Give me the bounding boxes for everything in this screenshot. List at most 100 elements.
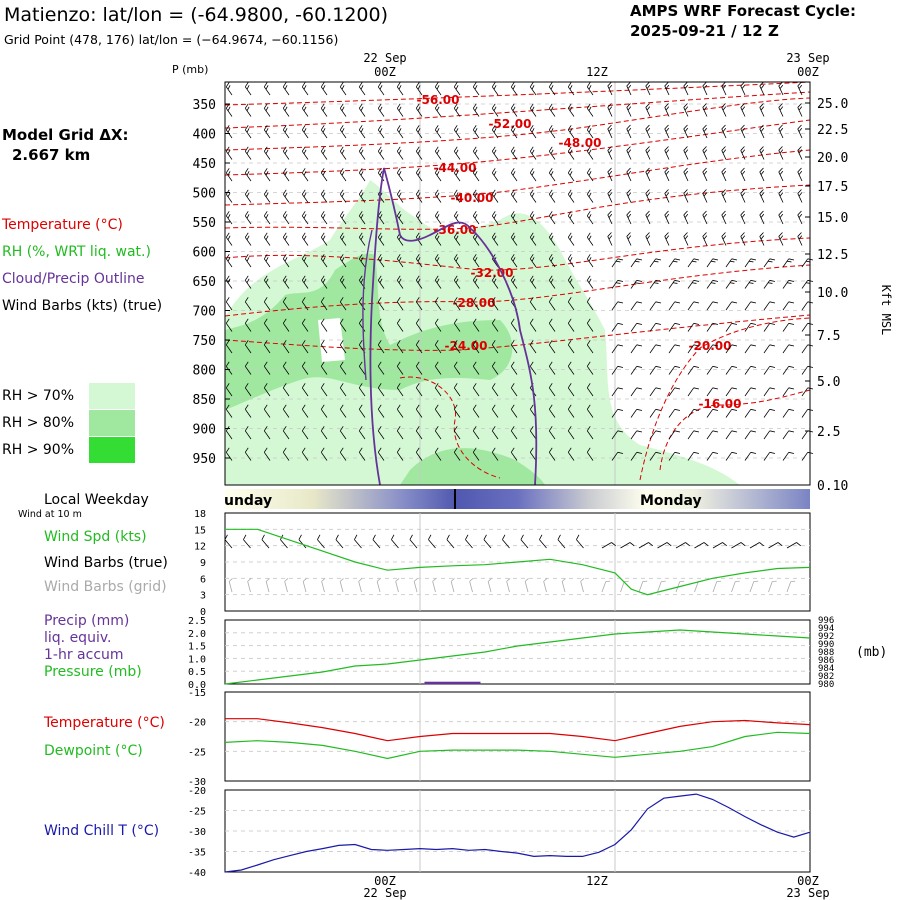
height-tick: 12.5 xyxy=(817,248,848,263)
wind-barb xyxy=(649,451,662,461)
wind-barb-true xyxy=(446,534,455,549)
wind-barb-true xyxy=(502,534,510,549)
pressure-tick: 850 xyxy=(193,393,216,408)
wind-barb-true xyxy=(768,542,783,549)
wind-barb-grid xyxy=(487,578,492,593)
wind-barb xyxy=(453,447,461,461)
wind-barb xyxy=(567,383,575,397)
wind-barb xyxy=(721,146,727,160)
wind-barb xyxy=(434,340,442,354)
wind-barb-grid xyxy=(712,580,722,593)
wind-barb xyxy=(282,383,290,397)
wind-barb xyxy=(664,124,670,139)
wind-barb xyxy=(683,81,689,96)
wind-barb xyxy=(225,404,233,418)
wind-barb xyxy=(763,408,776,418)
isotherm-label: -36.00 xyxy=(434,223,477,237)
wind-barb xyxy=(721,167,727,182)
wind-barb xyxy=(725,430,738,440)
wind-barb xyxy=(586,211,594,225)
wind-barb xyxy=(586,82,594,96)
wind-barb-true xyxy=(483,534,492,549)
pressure-tick: 950 xyxy=(193,452,216,467)
wind-barb xyxy=(491,275,499,289)
wind-barb xyxy=(377,275,385,289)
wind-barb xyxy=(630,258,643,268)
wind-barb xyxy=(744,451,757,461)
label-pressure: Pressure (mb) xyxy=(44,664,142,680)
station-title: Matienzo: lat/lon = (-64.9800, -60.1200) xyxy=(4,4,389,26)
wind-barb xyxy=(225,340,233,354)
wind-barb xyxy=(434,232,442,246)
legend-cloud: Cloud/Precip Outline xyxy=(2,271,145,287)
wind-barb xyxy=(725,365,738,375)
wind-barb xyxy=(263,82,271,96)
wind-barb xyxy=(706,430,719,440)
wind-barb xyxy=(320,168,328,182)
pressure-tick: 350 xyxy=(193,98,216,113)
wind-barb xyxy=(567,275,575,289)
wind-barb xyxy=(586,232,594,246)
wind-barb xyxy=(510,383,518,397)
wind-barb xyxy=(320,383,328,397)
wind-barb xyxy=(706,344,719,354)
height-tick: 22.5 xyxy=(817,123,848,138)
wind-barb xyxy=(548,103,556,117)
wind-barb-true xyxy=(520,534,529,549)
wind-barb xyxy=(282,82,290,96)
weekday-label: Local Weekday xyxy=(44,492,149,508)
wind-barb xyxy=(377,426,385,440)
top-date-label: 22 Sep xyxy=(363,51,406,65)
pressure-tick: 992 xyxy=(818,632,834,642)
wind-barb xyxy=(282,103,290,117)
bottom-date-label: 22 Sep xyxy=(363,886,406,900)
wind-barb xyxy=(263,340,271,354)
wind-barb xyxy=(706,258,719,268)
model-grid-label: Model Grid ΔX: xyxy=(2,126,129,144)
wind-barb xyxy=(649,322,662,332)
wind-barb xyxy=(668,430,681,440)
wind-barb xyxy=(782,301,795,311)
wind-barb xyxy=(244,275,252,289)
wind-barb xyxy=(339,82,347,96)
wind-barb xyxy=(702,232,708,246)
wind-barb xyxy=(586,318,594,332)
pressure-tick: 550 xyxy=(193,216,216,231)
wind-barb xyxy=(626,103,632,117)
rh-80-region xyxy=(225,253,513,410)
wind-barb-true xyxy=(261,534,270,549)
wind-barb xyxy=(358,168,366,182)
wind-barb xyxy=(510,82,518,96)
wind-barb xyxy=(630,322,643,332)
wind-barb xyxy=(377,297,385,311)
label-wind-chill: Wind Chill T (°C) xyxy=(44,823,160,839)
wind-barb xyxy=(491,168,499,182)
label-temperature: Temperature (°C) xyxy=(44,715,165,731)
isotherm-label: -24.00 xyxy=(445,339,488,353)
wind-barb xyxy=(377,168,385,182)
wind-tick: 12 xyxy=(194,542,206,553)
wind-barb xyxy=(415,254,423,268)
wind-barb xyxy=(586,189,594,203)
isotherm-label: -52.00 xyxy=(489,117,532,131)
wind-barb xyxy=(415,426,423,440)
wind-barb xyxy=(683,210,689,225)
wind-barb xyxy=(797,146,803,160)
wind-barb xyxy=(797,81,803,96)
wind-barb xyxy=(244,318,252,332)
wind-barb xyxy=(282,125,290,139)
wind-subtitle: Wind at 10 m xyxy=(18,509,82,520)
pressure-tick: 996 xyxy=(818,616,834,626)
wind-barb xyxy=(797,232,803,246)
wind-barb xyxy=(782,344,795,354)
wind-barb xyxy=(645,124,651,139)
wind-barb xyxy=(377,340,385,354)
wind-barb xyxy=(377,82,385,96)
rh-swatch-70 xyxy=(89,383,135,409)
wind-barb xyxy=(763,387,776,397)
wind-barb xyxy=(759,210,765,225)
wind-barb xyxy=(301,82,309,96)
wind-barb xyxy=(687,408,700,418)
wind-barb xyxy=(668,365,681,375)
wind-barb xyxy=(339,383,347,397)
